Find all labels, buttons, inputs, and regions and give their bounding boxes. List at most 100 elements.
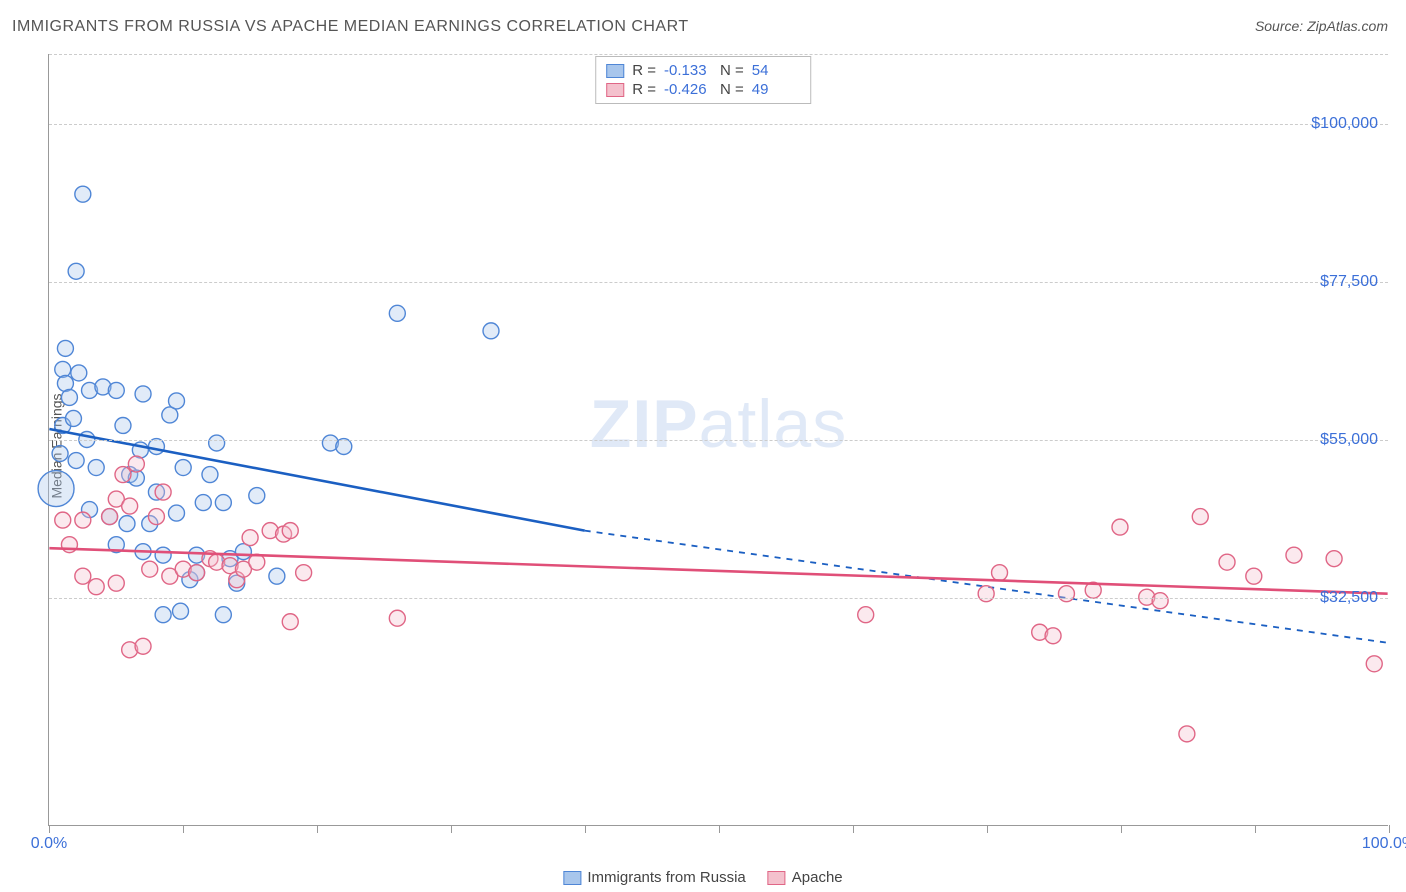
data-point-apache (1045, 628, 1061, 644)
data-point-russia (135, 386, 151, 402)
n-value-apache: 49 (752, 81, 800, 98)
data-point-apache (296, 565, 312, 581)
data-point-russia (169, 505, 185, 521)
x-tick (1255, 825, 1256, 833)
legend-label-russia: Immigrants from Russia (587, 869, 745, 886)
r-value-russia: -0.133 (664, 62, 712, 79)
x-tick (987, 825, 988, 833)
data-point-russia (61, 389, 77, 405)
data-point-russia (119, 516, 135, 532)
x-tick-label: 100.0% (1362, 835, 1406, 853)
data-point-apache (1179, 726, 1195, 742)
gridline (49, 124, 1388, 125)
x-tick (719, 825, 720, 833)
data-point-apache (1366, 656, 1382, 672)
x-tick (451, 825, 452, 833)
x-tick (585, 825, 586, 833)
data-point-russia (215, 495, 231, 511)
n-label: N = (720, 62, 744, 79)
chart-title: IMMIGRANTS FROM RUSSIA VS APACHE MEDIAN … (12, 18, 689, 36)
data-point-apache (1326, 551, 1342, 567)
data-point-apache (135, 638, 151, 654)
y-tick-label: $32,500 (1320, 589, 1378, 607)
data-point-russia (209, 435, 225, 451)
data-point-apache (1246, 568, 1262, 584)
data-point-russia (52, 446, 68, 462)
data-point-apache (1192, 509, 1208, 525)
data-point-apache (1152, 593, 1168, 609)
n-label: N = (720, 81, 744, 98)
x-tick (1121, 825, 1122, 833)
data-point-apache (189, 565, 205, 581)
data-point-russia (249, 488, 265, 504)
data-point-apache (282, 523, 298, 539)
legend-item-apache: Apache (768, 869, 843, 886)
data-point-russia (38, 471, 74, 507)
data-point-apache (88, 579, 104, 595)
data-point-russia (155, 607, 171, 623)
data-point-apache (102, 509, 118, 525)
y-tick-label: $100,000 (1311, 115, 1378, 133)
series-legend: Immigrants from Russia Apache (563, 869, 842, 886)
data-point-russia (155, 547, 171, 563)
data-point-apache (115, 467, 131, 483)
data-point-apache (858, 607, 874, 623)
data-point-russia (195, 495, 211, 511)
x-tick-label: 0.0% (31, 835, 67, 853)
data-point-apache (148, 509, 164, 525)
data-point-russia (269, 568, 285, 584)
x-tick (317, 825, 318, 833)
data-point-apache (55, 512, 71, 528)
data-point-apache (1286, 547, 1302, 563)
data-point-apache (992, 565, 1008, 581)
data-point-russia (71, 365, 87, 381)
data-point-apache (75, 512, 91, 528)
data-point-russia (115, 417, 131, 433)
y-tick-label: $55,000 (1320, 431, 1378, 449)
corr-row-apache: R = -0.426 N = 49 (606, 80, 800, 99)
data-point-russia (88, 460, 104, 476)
data-point-russia (175, 460, 191, 476)
plot-area: ZIPatlas $32,500$55,000$77,500$100,0000.… (48, 54, 1388, 826)
data-point-russia (65, 410, 81, 426)
r-label: R = (632, 81, 656, 98)
data-point-apache (389, 610, 405, 626)
data-point-russia (68, 453, 84, 469)
data-point-apache (128, 456, 144, 472)
data-point-apache (1058, 586, 1074, 602)
gridline (49, 598, 1388, 599)
swatch-russia (563, 871, 581, 885)
r-value-apache: -0.426 (664, 81, 712, 98)
source-name: ZipAtlas.com (1307, 18, 1388, 34)
legend-label-apache: Apache (792, 869, 843, 886)
data-point-russia (169, 393, 185, 409)
data-point-russia (75, 186, 91, 202)
data-point-apache (142, 561, 158, 577)
swatch-apache (606, 83, 624, 97)
data-point-russia (57, 340, 73, 356)
data-point-russia (68, 263, 84, 279)
legend-item-russia: Immigrants from Russia (563, 869, 745, 886)
swatch-russia (606, 64, 624, 78)
data-point-apache (75, 568, 91, 584)
data-point-apache (1219, 554, 1235, 570)
data-point-russia (215, 607, 231, 623)
data-point-apache (122, 498, 138, 514)
data-point-russia (108, 382, 124, 398)
data-point-russia (202, 467, 218, 483)
y-tick-label: $77,500 (1320, 273, 1378, 291)
r-label: R = (632, 62, 656, 79)
n-value-russia: 54 (752, 62, 800, 79)
x-tick (853, 825, 854, 833)
corr-row-russia: R = -0.133 N = 54 (606, 61, 800, 80)
x-tick (1389, 825, 1390, 833)
gridline (49, 54, 1388, 55)
swatch-apache (768, 871, 786, 885)
data-point-apache (1112, 519, 1128, 535)
chart-container: IMMIGRANTS FROM RUSSIA VS APACHE MEDIAN … (0, 0, 1406, 892)
data-point-apache (978, 586, 994, 602)
data-point-apache (155, 484, 171, 500)
source-label: Source: (1255, 18, 1307, 34)
data-point-russia (55, 361, 71, 377)
gridline (49, 282, 1388, 283)
